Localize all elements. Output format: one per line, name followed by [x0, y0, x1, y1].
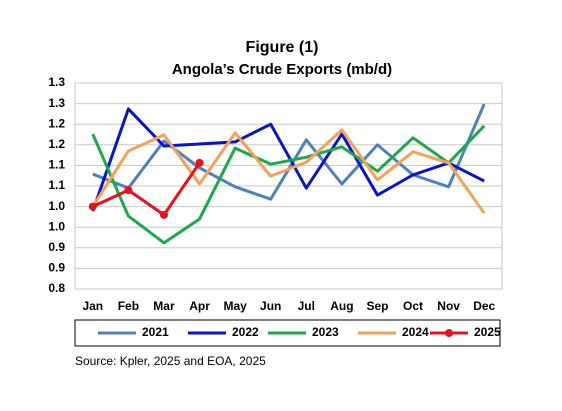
series-line: [91, 107, 485, 212]
legend-box: [74, 319, 501, 347]
point-marker: [159, 210, 168, 219]
legend-label: 2022: [232, 325, 259, 339]
x-tick-label: Feb: [118, 299, 139, 313]
x-tick-label: Aug: [330, 299, 353, 313]
x-tick-label: Oct: [403, 299, 423, 313]
x-tick-label: Nov: [437, 299, 460, 313]
x-tick-label: Sep: [366, 299, 388, 313]
legend-marker: [445, 329, 453, 337]
y-tick-label: 1.1: [48, 158, 65, 172]
y-tick-label: 0.9: [48, 261, 65, 275]
x-tick-label: Apr: [189, 299, 210, 313]
y-tick-label: 1.3: [48, 96, 65, 110]
chart-subtitle: Angola’s Crude Exports (mb/d): [172, 61, 392, 78]
point-marker: [88, 202, 97, 211]
plot-frame: [74, 82, 503, 290]
legend-label: 2024: [402, 325, 429, 339]
x-tick-label: Jan: [82, 299, 103, 313]
legend-label: 2023: [312, 325, 339, 339]
series-line: [91, 128, 486, 215]
source-note: Source: Kpler, 2025 and EOA, 2025: [75, 354, 266, 368]
x-tick-label: Jul: [298, 299, 315, 313]
y-tick-label: 1.1: [48, 178, 65, 192]
x-tick-label: Dec: [473, 299, 495, 313]
series-line: [91, 124, 486, 245]
x-tick-label: Mar: [153, 299, 175, 313]
y-tick-label: 1.2: [48, 116, 65, 130]
point-marker: [195, 158, 204, 167]
y-tick-label: 0.9: [48, 240, 65, 254]
x-tick-label: May: [223, 299, 247, 313]
y-tick-label: 1.0: [48, 199, 65, 213]
x-tick-label: Jun: [260, 299, 281, 313]
legend-label: 2021: [142, 325, 169, 339]
y-tick-label: 1.3: [48, 75, 65, 89]
series-line: [92, 162, 201, 217]
y-tick-label: 1.2: [48, 137, 65, 151]
series-line: [92, 103, 486, 201]
legend-label: 2025: [474, 325, 501, 339]
y-tick-label: 1.0: [48, 219, 65, 233]
y-tick-label: 0.8: [48, 281, 65, 295]
point-marker: [124, 186, 133, 195]
chart-title: Figure (1): [246, 39, 319, 56]
